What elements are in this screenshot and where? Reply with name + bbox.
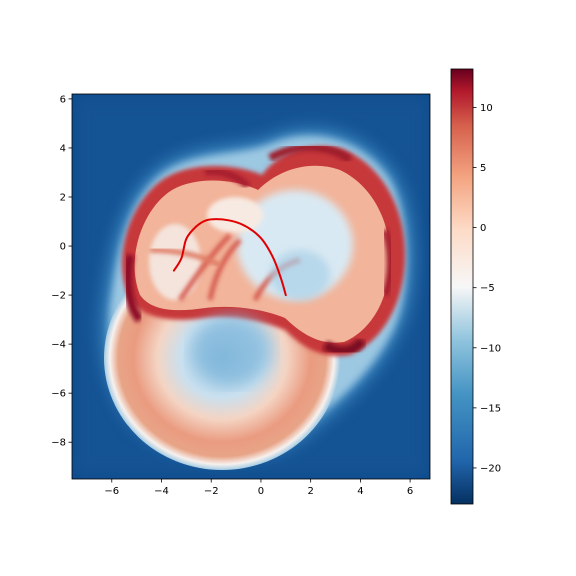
colorbar-tick-label: −15 [480, 403, 501, 414]
colorbar-tick-label: 5 [480, 163, 486, 174]
overlay-curve [172, 218, 287, 297]
colorbar-tick-label: −20 [480, 463, 501, 474]
colorbar-tick-label: 0 [480, 223, 486, 234]
colorbar [450, 68, 474, 505]
y-tick-label: −6 [51, 389, 66, 400]
y-tick-label: 0 [60, 242, 66, 253]
y-tick-label: −2 [51, 291, 66, 302]
x-tick-label: 2 [307, 486, 313, 497]
x-tick-label: −2 [204, 486, 219, 497]
colorbar-tick-label: −5 [480, 283, 495, 294]
x-tick-label: 6 [407, 486, 413, 497]
y-axis: −8 −6 −4 −2 0 2 4 6 [51, 94, 72, 449]
x-tick-label: 0 [258, 486, 264, 497]
x-tick-label: −4 [154, 486, 169, 497]
x-axis: −6 −4 −2 0 2 4 6 [104, 479, 413, 497]
y-tick-label: 4 [60, 143, 66, 154]
y-tick-label: 6 [60, 94, 66, 105]
colorbar-tick-label: 10 [480, 103, 493, 114]
y-tick-label: −8 [51, 438, 66, 449]
y-tick-label: −4 [51, 340, 66, 351]
colorbar-tick-label: −10 [480, 343, 501, 354]
colorbar-axis: −20 −15 −10 −5 0 5 10 [473, 103, 501, 474]
x-tick-label: −6 [104, 486, 119, 497]
plot-frame [71, 93, 431, 480]
y-tick-label: 2 [60, 192, 66, 203]
x-tick-label: 4 [357, 486, 363, 497]
heatmap-image [72, 94, 430, 479]
